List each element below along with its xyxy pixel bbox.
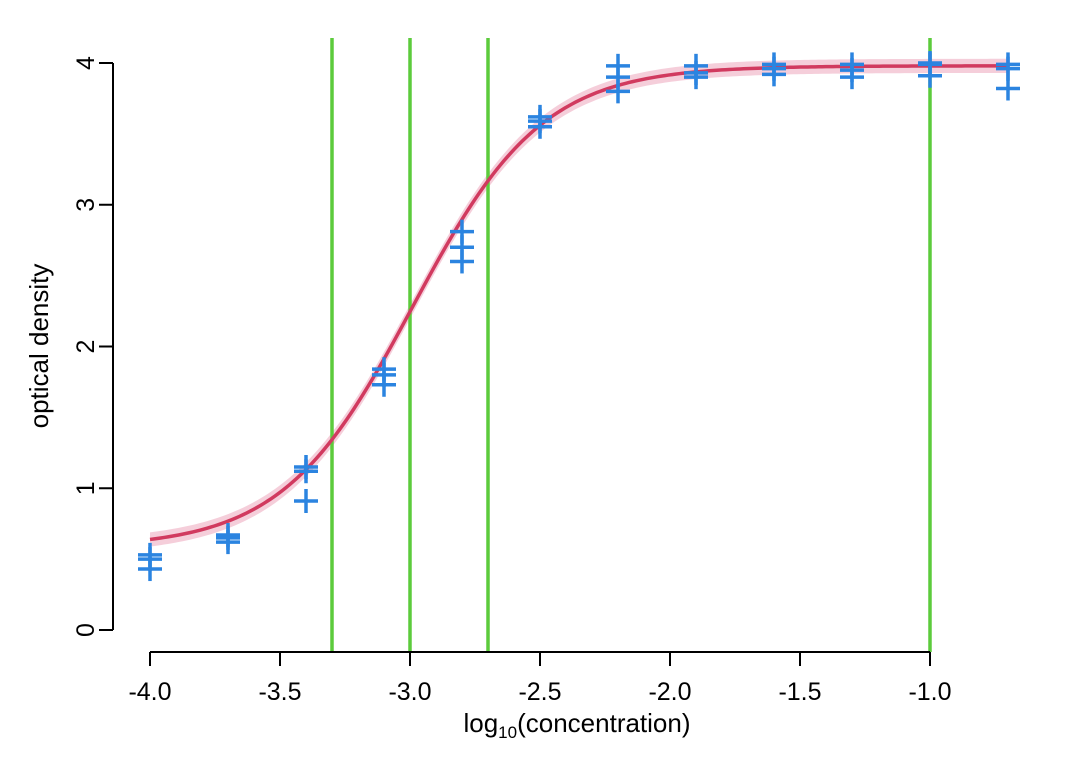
x-axis-label-main: log — [463, 708, 498, 738]
x-tick-label: -2.5 — [518, 678, 561, 706]
y-tick-label: 3 — [72, 198, 100, 212]
data-point — [450, 219, 474, 244]
data-point — [762, 52, 786, 77]
confidence-band — [150, 58, 1008, 547]
data-point — [918, 51, 942, 75]
data-point — [840, 52, 864, 77]
x-tick-label: -1.5 — [778, 678, 821, 706]
y-tick-label: 0 — [72, 623, 100, 637]
vertical-lines-layer — [330, 38, 932, 652]
y-tick-label: 2 — [72, 340, 100, 354]
x-tick-label: -4.0 — [128, 678, 171, 706]
fit-curve-layer — [149, 64, 1008, 542]
y-tick-label: 4 — [72, 56, 100, 70]
y-axis-label: optical density — [24, 264, 54, 429]
data-point — [996, 52, 1020, 77]
axes-layer: -4.0 -3.5 -3.0 -2.5 -2.0 -1.5 -1.0 0 1 2 3 4 — [72, 56, 952, 706]
data-point — [372, 357, 396, 382]
x-tick-label: -1.0 — [908, 678, 951, 706]
x-axis-label-subscript: 10 — [498, 723, 517, 742]
x-ticks: -4.0 -3.5 -3.0 -2.5 -2.0 -1.5 -1.0 — [128, 652, 952, 706]
data-point — [528, 104, 552, 129]
x-axis-label: log10(concentration) — [463, 708, 690, 742]
fit-curve — [149, 64, 1008, 542]
data-point — [684, 53, 708, 78]
x-axis-label-rest: (concentration) — [517, 708, 690, 738]
data-point — [294, 489, 318, 514]
data-point — [216, 523, 240, 548]
x-tick-label: -3.0 — [388, 678, 431, 706]
y-ticks: 0 1 2 3 4 — [72, 56, 113, 637]
y-tick-label: 1 — [72, 481, 100, 495]
x-tick-label: -3.5 — [258, 678, 301, 706]
x-tick-label: -2.0 — [648, 678, 691, 706]
data-point — [606, 53, 630, 78]
data-point — [294, 454, 318, 479]
data-points-layer — [138, 51, 1020, 582]
data-point — [138, 542, 162, 567]
fit-band-layer — [150, 58, 1008, 547]
